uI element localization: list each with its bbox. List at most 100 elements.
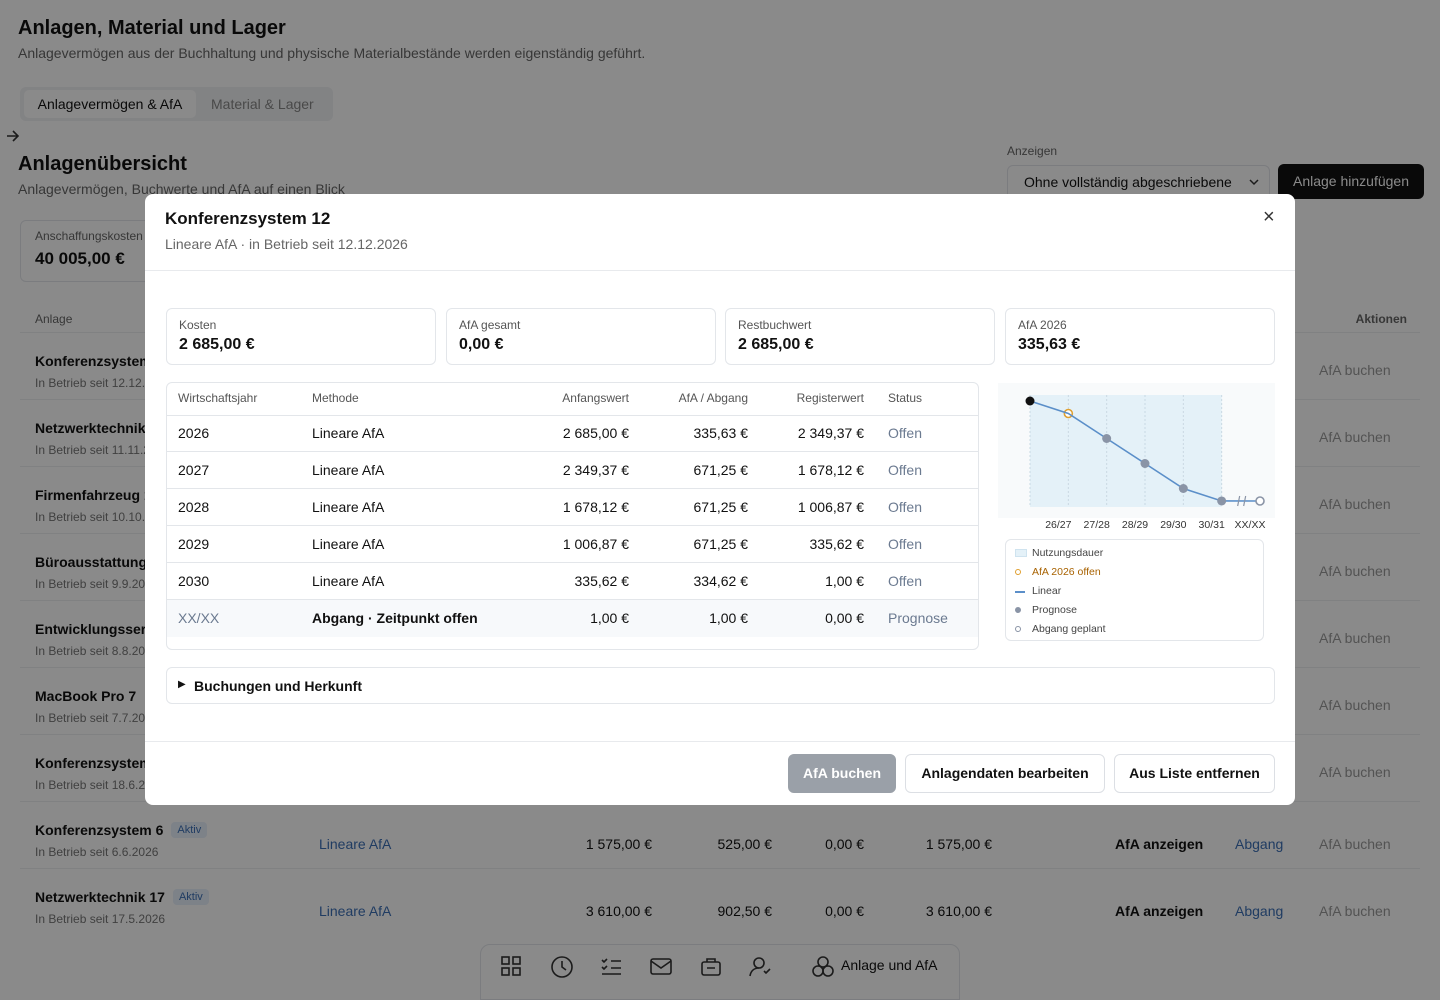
details-toggle[interactable]: ▶ Buchungen und Herkunft — [166, 667, 1275, 704]
forecast-point — [1102, 434, 1112, 444]
x-tick-label: 30/31 — [1199, 519, 1225, 531]
kpi-card: Kosten 2 685,00 € — [166, 308, 436, 365]
asset-since: In Betrieb seit 10.10.2026 — [35, 510, 172, 524]
table-cell: 2030 — [178, 573, 210, 589]
row-divider — [20, 868, 1420, 869]
asset-name[interactable]: Netzwerktechnik 11 — [35, 420, 165, 436]
kpi-value: 0,00 € — [459, 336, 504, 353]
x-tick-label: 28/29 — [1122, 519, 1148, 531]
table-header: Registerwert — [796, 391, 864, 405]
asset-name[interactable]: Netzwerktechnik 17 — [35, 889, 165, 905]
row-action[interactable]: AfA buchen — [1319, 697, 1391, 713]
row-action[interactable]: AfA anzeigen — [1115, 903, 1204, 919]
section-subtitle: Anlagevermögen, Buchwerte und AfA auf ei… — [18, 181, 345, 197]
table-cell: 2 349,37 € — [562, 462, 629, 478]
status-badge: Aktiv — [172, 889, 209, 905]
table-cell: 1 006,87 € — [562, 536, 629, 552]
asset-name[interactable]: Firmenfahrzeug 10 — [35, 487, 160, 503]
table-cell: 335,62 € — [574, 573, 630, 589]
row-action[interactable]: AfA buchen — [1319, 903, 1391, 919]
filter-label: Anzeigen — [1007, 144, 1058, 158]
table-cell: 1,00 € — [825, 573, 864, 589]
table-cell: 671,25 € — [693, 536, 749, 552]
table-cell: Offen — [888, 462, 922, 478]
legend-label: Linear — [1032, 585, 1062, 597]
asset-name[interactable]: Büroausstattung 9 — [35, 554, 159, 570]
details-label[interactable]: Buchungen und Herkunft — [194, 678, 362, 694]
add-button[interactable]: Anlage hinzufügen — [1278, 164, 1424, 199]
asset-name[interactable]: Konferenzsystem 12 — [35, 353, 172, 369]
table-header: Anfangswert — [562, 391, 629, 405]
row-action[interactable]: AfA buchen — [1319, 836, 1391, 852]
table-cell: 671,25 € — [693, 462, 749, 478]
hollow-point — [1255, 496, 1265, 506]
row-action[interactable]: Abgang — [1235, 836, 1284, 852]
table-cell: Lineare AfA — [312, 425, 385, 441]
legend-marker — [1015, 626, 1021, 632]
nav-icons[interactable] — [499, 955, 839, 979]
table-cell: Lineare AfA — [312, 573, 385, 589]
row-action[interactable]: AfA buchen — [1319, 496, 1391, 512]
table-row — [167, 452, 978, 489]
asset-cell: 525,00 € — [717, 836, 773, 852]
row-action[interactable]: AfA buchen — [1319, 764, 1391, 780]
asset-since: In Betrieb seit 7.7.2026 — [35, 711, 159, 725]
nav-label[interactable]: Anlage und AfA — [841, 957, 938, 973]
asset-cell: Lineare AfA — [319, 836, 392, 852]
footer-button[interactable]: AfA buchen — [788, 754, 896, 793]
asset-since: In Betrieb seit 12.12.2026 — [35, 376, 172, 390]
modal: Konferenzsystem 12 Lineare AfA · in Betr… — [145, 194, 1295, 805]
column-header: Anlage — [35, 312, 73, 326]
table-cell: 2026 — [178, 425, 210, 441]
asset-since: In Betrieb seit 6.6.2026 — [35, 845, 159, 859]
status-badge: Aktiv — [171, 822, 208, 838]
legend-label: Prognose — [1032, 604, 1077, 616]
stat-value: 40 005,00 € — [35, 249, 125, 268]
section-title: Anlagenübersicht — [18, 153, 187, 175]
table-cell: 334,62 € — [693, 573, 749, 589]
asset-name[interactable]: Entwicklungsserver 8 — [35, 621, 179, 637]
asset-name[interactable]: Konferenzsystem 18 — [35, 755, 172, 771]
asset-cell: 0,00 € — [825, 836, 864, 852]
asset-since: In Betrieb seit 9.9.2026 — [35, 577, 159, 591]
table-cell: Lineare AfA — [312, 499, 385, 515]
bottom-nav: Anlage und AfA — [480, 944, 960, 1000]
legend: Nutzungsdauer AfA 2026 offen Linear Prognos… — [1005, 539, 1264, 641]
start-point — [1025, 396, 1035, 406]
table-cell: 335,62 € — [809, 536, 865, 552]
close-button[interactable]: × — [1263, 206, 1275, 228]
footer-button[interactable]: Aus Liste entfernen — [1114, 754, 1275, 793]
divider — [145, 741, 1295, 742]
table-cell: Abgang · Zeitpunkt offen — [312, 610, 478, 626]
kpi-label: Restbuchwert — [738, 318, 812, 332]
legend-marker — [1015, 569, 1021, 575]
table-cell: 1 006,87 € — [797, 499, 864, 515]
asset-cell: 902,50 € — [717, 903, 773, 919]
legend-label: Abgang geplant — [1032, 623, 1106, 635]
tab[interactable]: Anlagevermögen & AfA — [24, 90, 196, 118]
divider — [145, 270, 1295, 271]
sidebar-toggle[interactable] — [4, 128, 22, 144]
row-action[interactable]: AfA buchen — [1319, 362, 1391, 378]
asset-since: In Betrieb seit 17.5.2026 — [35, 912, 166, 926]
asset-name[interactable]: MacBook Pro 7 — [35, 688, 137, 704]
row-action[interactable]: AfA buchen — [1319, 630, 1391, 646]
x-tick-label: 26/27 — [1045, 519, 1071, 531]
row-action[interactable]: AfA anzeigen — [1115, 836, 1204, 852]
footer-button[interactable]: Anlagendaten bearbeiten — [905, 754, 1105, 793]
table-cell: Lineare AfA — [312, 462, 385, 478]
asset-name[interactable]: Konferenzsystem 6 — [35, 822, 164, 838]
asset-cell: 3 610,00 € — [925, 903, 992, 919]
modal-subtitle: Lineare AfA · in Betrieb seit 12.12.2026 — [165, 236, 408, 252]
nav-active-icon[interactable] — [811, 955, 837, 979]
chart: 26/27 27/28 28/29 29/30 30/31 XX/XX — [998, 383, 1275, 531]
table-row — [167, 489, 978, 526]
table-cell: XX/XX — [178, 610, 220, 626]
asset-cell: 1 575,00 € — [925, 836, 992, 852]
table-cell: 2028 — [178, 499, 210, 515]
row-action[interactable]: Abgang — [1235, 903, 1284, 919]
tab[interactable]: Material & Lager — [211, 96, 314, 112]
asset-since: In Betrieb seit 8.8.2026 — [35, 644, 159, 658]
row-action[interactable]: AfA buchen — [1319, 429, 1391, 445]
row-action[interactable]: AfA buchen — [1319, 563, 1391, 579]
